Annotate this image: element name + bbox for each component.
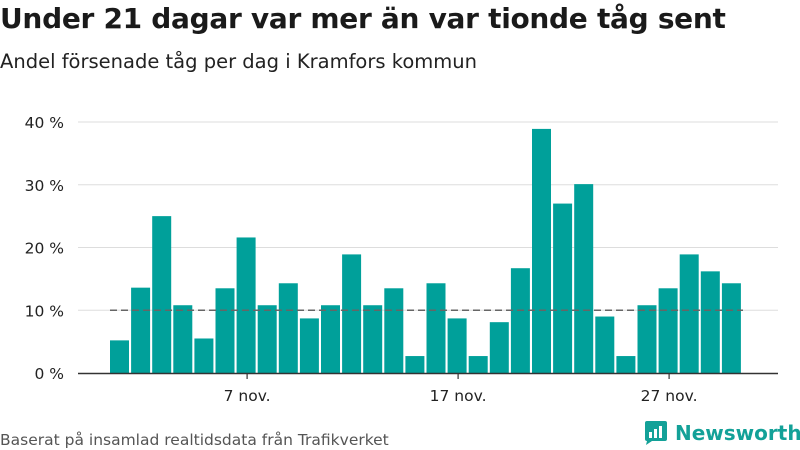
bar: [658, 288, 678, 373]
bar: [299, 318, 319, 373]
y-tick-label: 0 %: [34, 365, 64, 383]
chart-title: Under 21 dagar var mer än var tionde tåg…: [0, 2, 726, 35]
brand-name: Newsworthy: [675, 421, 800, 445]
bar: [257, 305, 277, 373]
brand-logo[interactable]: Newsworthy: [643, 420, 800, 446]
newsworthy-logo-icon: [645, 421, 667, 445]
gridlines: [78, 121, 778, 311]
bar: [426, 283, 446, 373]
bar: [321, 305, 340, 373]
chart-subtitle: Andel försenade tåg per dag i Kramfors k…: [0, 50, 477, 73]
bar: [447, 318, 467, 373]
bar: [384, 288, 404, 373]
bar: [595, 316, 615, 373]
source-note: Baserat på insamlad realtidsdata från Tr…: [0, 431, 389, 449]
bar: [637, 305, 657, 373]
y-tick-labels: 0 % 10 % 20 % 30 % 40 %: [25, 114, 64, 383]
bar: [278, 283, 298, 373]
x-tick-label: 17 nov.: [430, 387, 487, 405]
bar: [236, 237, 256, 373]
bar: [700, 271, 720, 373]
x-tick-label: 27 nov.: [641, 387, 698, 405]
x-tick-label: 7 nov.: [224, 387, 271, 405]
bar: [574, 184, 594, 373]
bar: [616, 356, 636, 373]
bar: [532, 128, 551, 373]
bar: [721, 283, 741, 373]
bar: [152, 216, 172, 373]
bar: [489, 322, 509, 373]
bar: [215, 288, 235, 373]
bar: [510, 268, 530, 373]
bar: [194, 338, 214, 373]
y-tick-label: 40 %: [25, 114, 64, 132]
bar: [342, 254, 362, 373]
bar: [363, 305, 383, 373]
y-tick-label: 10 %: [25, 302, 64, 320]
bar: [173, 305, 193, 373]
y-tick-label: 30 %: [25, 177, 64, 195]
y-tick-label: 20 %: [25, 240, 64, 258]
bar: [110, 340, 129, 373]
bar: [405, 356, 425, 373]
x-tick-labels: 7 nov. 17 nov. 27 nov.: [224, 373, 698, 405]
bar: [468, 356, 488, 373]
bar: [553, 203, 573, 373]
bar: [679, 254, 699, 373]
bars: [110, 128, 741, 373]
bar: [131, 287, 151, 373]
